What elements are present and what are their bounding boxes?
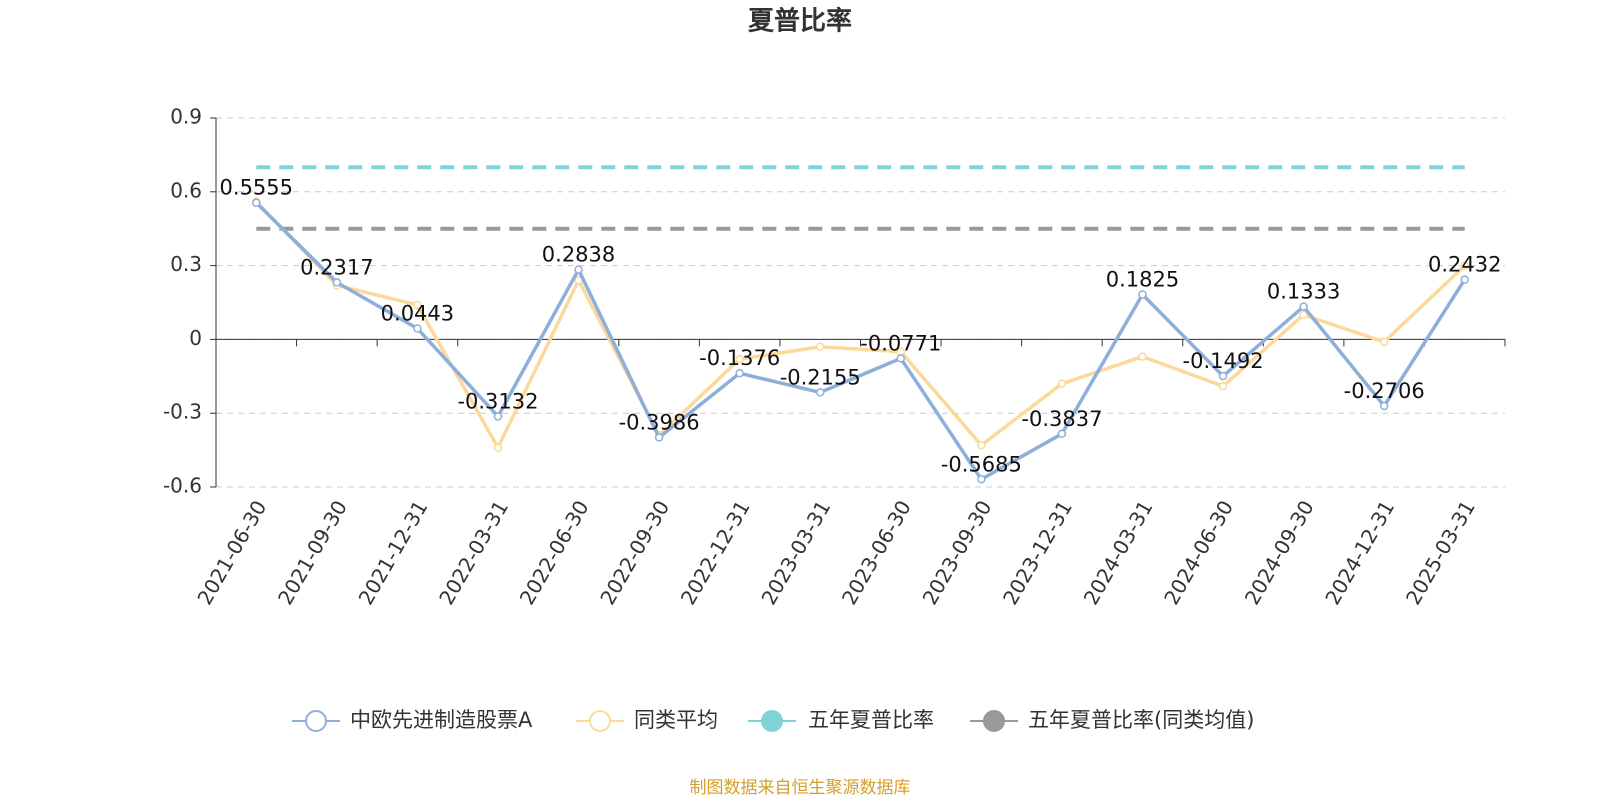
data-label: 0.0443 — [381, 302, 454, 326]
legend-item: 中欧先进制造股票A — [292, 708, 533, 732]
x-tick-label: 2023-03-31 — [756, 496, 835, 609]
data-label: -0.1376 — [699, 346, 780, 370]
y-tick-label: -0.3 — [163, 400, 202, 424]
data-label: -0.3837 — [1021, 407, 1102, 431]
data-label: -0.0771 — [860, 331, 941, 355]
legend-marker — [589, 710, 611, 732]
legend-marker — [761, 710, 783, 732]
point — [493, 443, 503, 452]
legend-marker — [305, 710, 327, 732]
x-tick-label: 2021-12-31 — [354, 496, 433, 609]
point — [654, 433, 664, 442]
point — [815, 388, 825, 397]
x-tick-label: 2023-06-30 — [837, 496, 916, 609]
legend-item: 五年夏普比率(同类均值) — [970, 708, 1254, 732]
x-tick-label: 2024-12-31 — [1320, 496, 1399, 609]
data-label: -0.2155 — [780, 365, 861, 389]
legend-label: 中欧先进制造股票A — [350, 708, 533, 732]
x-tick-label: 2021-06-30 — [192, 496, 271, 609]
legend-item: 五年夏普比率 — [748, 708, 934, 732]
y-tick-label: 0.9 — [170, 105, 202, 129]
point — [493, 412, 503, 421]
data-label: -0.3132 — [457, 389, 538, 413]
point — [815, 342, 825, 352]
point — [1057, 379, 1067, 388]
x-tick-label: 2024-06-30 — [1159, 496, 1238, 609]
point — [413, 300, 422, 310]
y-tick-label: 0.3 — [170, 252, 202, 276]
data-label: 0.5555 — [220, 176, 293, 200]
point — [1138, 352, 1147, 361]
x-tick-label: 2024-03-31 — [1079, 496, 1158, 609]
point — [1379, 337, 1389, 347]
point — [977, 440, 986, 450]
series-line — [255, 200, 1466, 452]
y-tick-label: -0.6 — [163, 474, 202, 498]
point — [1218, 371, 1228, 381]
x-tick-label: 2023-09-30 — [918, 496, 997, 609]
x-tick-label: 2022-12-31 — [676, 496, 755, 609]
point — [735, 368, 744, 378]
data-label: 0.1825 — [1106, 268, 1179, 292]
y-tick-label: 0.6 — [170, 178, 202, 202]
x-tick-label: 2024-09-30 — [1240, 496, 1319, 609]
data-label: 0.1333 — [1267, 280, 1340, 304]
data-label: 0.2317 — [300, 255, 373, 279]
point — [1460, 261, 1469, 270]
x-tick-label: 2022-09-30 — [595, 496, 674, 609]
x-tick-label: 2023-12-31 — [998, 496, 1077, 609]
y-tick-label: 0 — [189, 326, 202, 350]
legend-label: 同类平均 — [634, 708, 718, 732]
point — [413, 324, 422, 333]
x-tick-label: 2025-03-31 — [1401, 496, 1480, 609]
point — [896, 354, 906, 363]
point — [1460, 275, 1469, 284]
chart-title: 夏普比率 — [748, 6, 852, 37]
point — [735, 354, 744, 364]
x-tick-label: 2022-03-31 — [434, 496, 513, 609]
point — [1218, 381, 1228, 391]
point — [252, 198, 261, 207]
data-label: -0.3986 — [619, 410, 700, 434]
point — [574, 265, 583, 274]
data-label: 0.2432 — [1428, 253, 1501, 277]
x-tick-label: 2021-09-30 — [273, 496, 352, 609]
x-tick-label: 2022-06-30 — [515, 496, 594, 609]
data-label: -0.5685 — [941, 452, 1022, 476]
point — [1057, 429, 1067, 439]
legend-marker — [983, 710, 1005, 732]
data-label: 0.2838 — [542, 243, 615, 267]
point — [977, 475, 986, 484]
source-note: 制图数据来自恒生聚源数据库 — [690, 778, 911, 798]
point — [1299, 310, 1308, 320]
point — [1138, 290, 1147, 299]
point — [332, 278, 342, 287]
series-line — [255, 201, 1467, 482]
data-label: -0.2706 — [1344, 379, 1425, 403]
point — [1379, 401, 1389, 411]
legend-label: 五年夏普比率 — [808, 708, 934, 732]
legend-label: 五年夏普比率(同类均值) — [1028, 708, 1254, 732]
data-label: -0.1492 — [1183, 349, 1264, 373]
legend-item: 同类平均 — [576, 708, 718, 732]
point — [1299, 302, 1308, 311]
